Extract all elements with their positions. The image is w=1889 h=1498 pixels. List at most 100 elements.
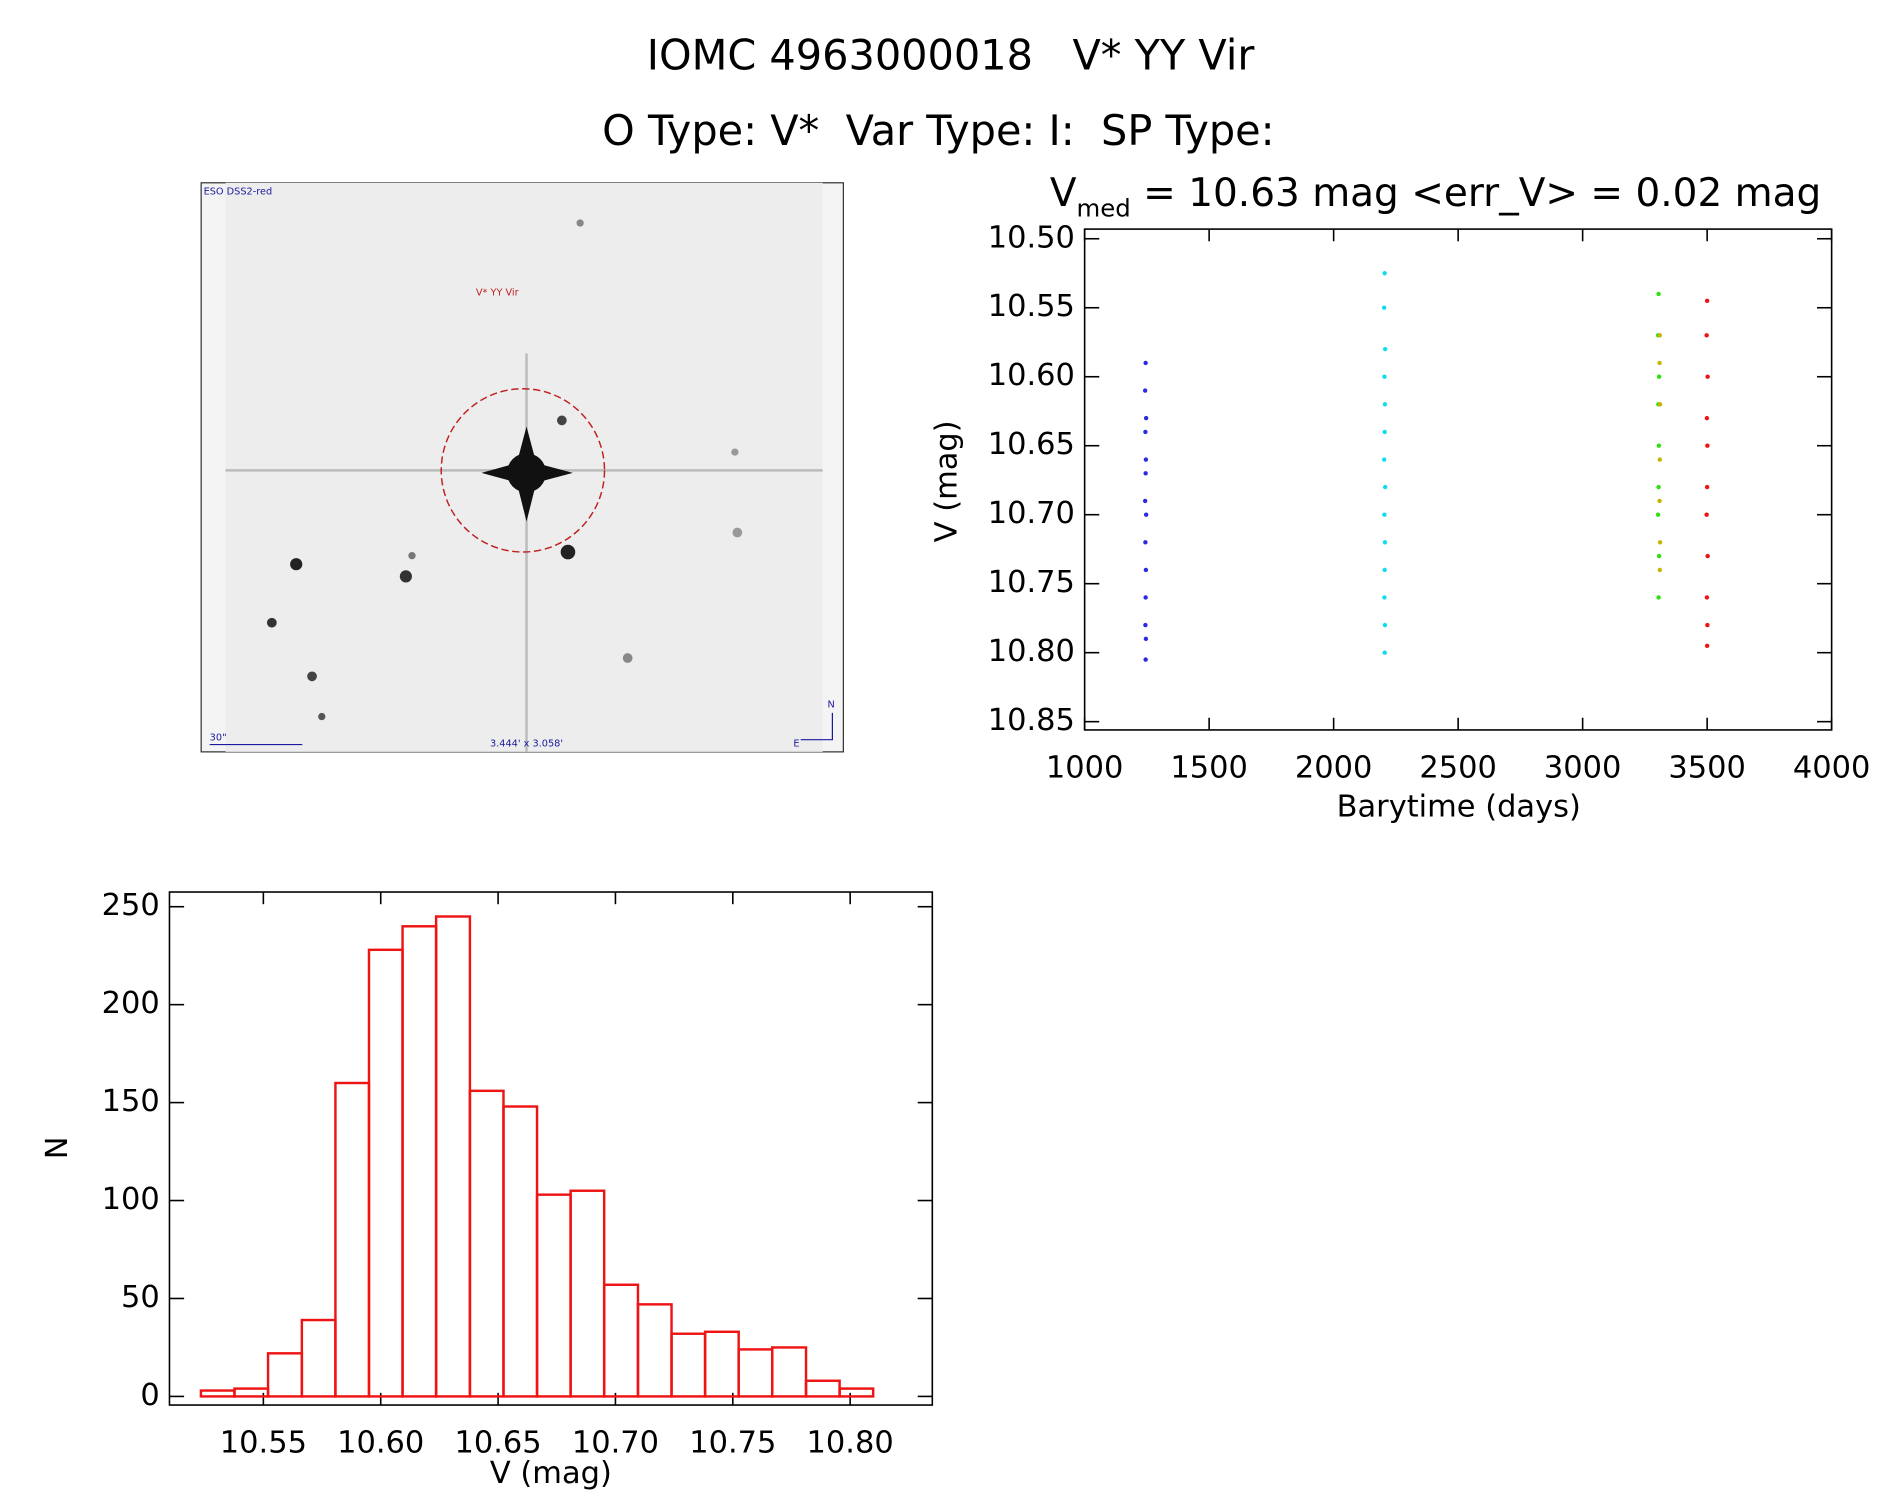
point — [1657, 402, 1663, 407]
y-tick-label: 10.75 — [988, 565, 1075, 600]
point — [1656, 374, 1662, 379]
y-axis-label: N — [40, 1137, 75, 1160]
point — [1142, 498, 1148, 504]
target-label: V* YY Vir — [476, 287, 519, 298]
bar — [468, 1089, 505, 1398]
x-tick-label: 10.65 — [454, 1426, 541, 1461]
x-axis-label: V (mag) — [490, 1456, 612, 1491]
bar — [367, 948, 404, 1398]
point — [1382, 346, 1388, 352]
bar — [569, 1189, 606, 1398]
title-sub: med — [1077, 194, 1131, 223]
x-tick-label: 2500 — [1419, 750, 1497, 785]
y-tick-label: 10.70 — [988, 496, 1075, 531]
point — [1382, 271, 1387, 276]
bar — [737, 1348, 774, 1398]
y-tick-label: 10.65 — [988, 427, 1075, 462]
y-tick-label: 10.60 — [988, 358, 1075, 393]
point — [1657, 333, 1663, 338]
point — [1657, 567, 1663, 573]
point — [1143, 512, 1149, 517]
x-tick-label: 10.60 — [337, 1426, 424, 1461]
point — [1143, 415, 1149, 421]
point — [1143, 636, 1149, 642]
y-axis-label: V (mag) — [930, 420, 965, 542]
point — [1704, 333, 1709, 338]
point — [1656, 443, 1662, 448]
bar — [300, 1318, 337, 1398]
point — [1143, 471, 1148, 476]
point — [1656, 553, 1662, 559]
point — [1382, 512, 1387, 517]
page-title: IOMC 4963000018 V* YY Vir — [647, 31, 1256, 79]
bar — [535, 1193, 572, 1398]
x-tick-label: 4000 — [1793, 750, 1871, 785]
x-tick-label: 3000 — [1544, 750, 1622, 785]
point — [1382, 622, 1388, 628]
point — [1143, 429, 1148, 435]
bar — [602, 1283, 640, 1398]
east-label: E — [793, 738, 799, 749]
survey-label: ESO DSS2-red — [204, 186, 273, 197]
bar — [199, 1389, 236, 1398]
point — [1382, 540, 1388, 545]
plot-frame — [1083, 228, 1833, 731]
point — [1656, 595, 1661, 600]
point — [1382, 402, 1388, 407]
point — [1382, 650, 1387, 655]
y-tick-label: 0 — [140, 1378, 159, 1413]
y-tick-label: 10.55 — [988, 289, 1075, 324]
north-label: N — [828, 699, 835, 710]
point — [1705, 374, 1710, 379]
bar — [703, 1330, 740, 1398]
title-main: V — [1050, 170, 1077, 215]
point — [1704, 643, 1710, 648]
bar — [266, 1352, 304, 1398]
point — [1382, 567, 1387, 573]
point — [1382, 374, 1387, 379]
size-label: 3.444' x 3.058' — [490, 738, 563, 749]
point — [1382, 484, 1388, 490]
point — [1381, 457, 1387, 462]
bar — [804, 1379, 841, 1398]
point — [1143, 540, 1148, 545]
x-tick-label: 2000 — [1295, 750, 1373, 785]
point — [1704, 512, 1709, 517]
bar — [401, 925, 438, 1398]
point — [1657, 498, 1662, 504]
point — [1657, 540, 1663, 545]
point — [1656, 291, 1661, 297]
point — [1143, 657, 1148, 662]
page-subtitle: O Type: V* Var Type: I: SP Type: — [602, 107, 1274, 155]
x-axis-label: Barytime (days) — [1337, 789, 1581, 824]
scale-label: 30" — [210, 732, 227, 743]
y-tick-label: 10.85 — [988, 703, 1075, 738]
point — [1704, 415, 1710, 421]
bar — [502, 1105, 539, 1398]
y-tick-label: 50 — [121, 1280, 160, 1315]
point — [1655, 512, 1661, 517]
title-rest: = 10.63 mag <err_V> = 0.02 mag — [1131, 170, 1822, 215]
y-tick-label: 100 — [102, 1182, 160, 1217]
bar — [670, 1332, 707, 1398]
point — [1381, 305, 1387, 310]
point — [1143, 567, 1149, 573]
point — [1704, 484, 1710, 490]
scatter-title: Vmed = 10.63 mag <err_V> = 0.02 mag — [1050, 170, 1821, 222]
point — [1657, 360, 1662, 366]
x-tick-label: 10.55 — [220, 1426, 307, 1461]
x-tick-label: 10.75 — [689, 1426, 776, 1461]
y-tick-label: 10.80 — [988, 634, 1075, 669]
point — [1143, 622, 1148, 628]
point — [1704, 298, 1710, 304]
x-tick-label: 3500 — [1668, 750, 1746, 785]
point — [1656, 484, 1661, 490]
bar — [771, 1346, 808, 1398]
x-tick-label: 10.80 — [807, 1426, 894, 1461]
y-tick-label: 10.50 — [988, 220, 1075, 255]
y-tick-label: 150 — [102, 1084, 160, 1119]
point — [1382, 595, 1387, 600]
sky-image: ESO DSS2-red V* YY Vir 30" 3.444' x 3.05… — [200, 182, 844, 753]
point — [1382, 429, 1387, 435]
point — [1657, 457, 1663, 462]
